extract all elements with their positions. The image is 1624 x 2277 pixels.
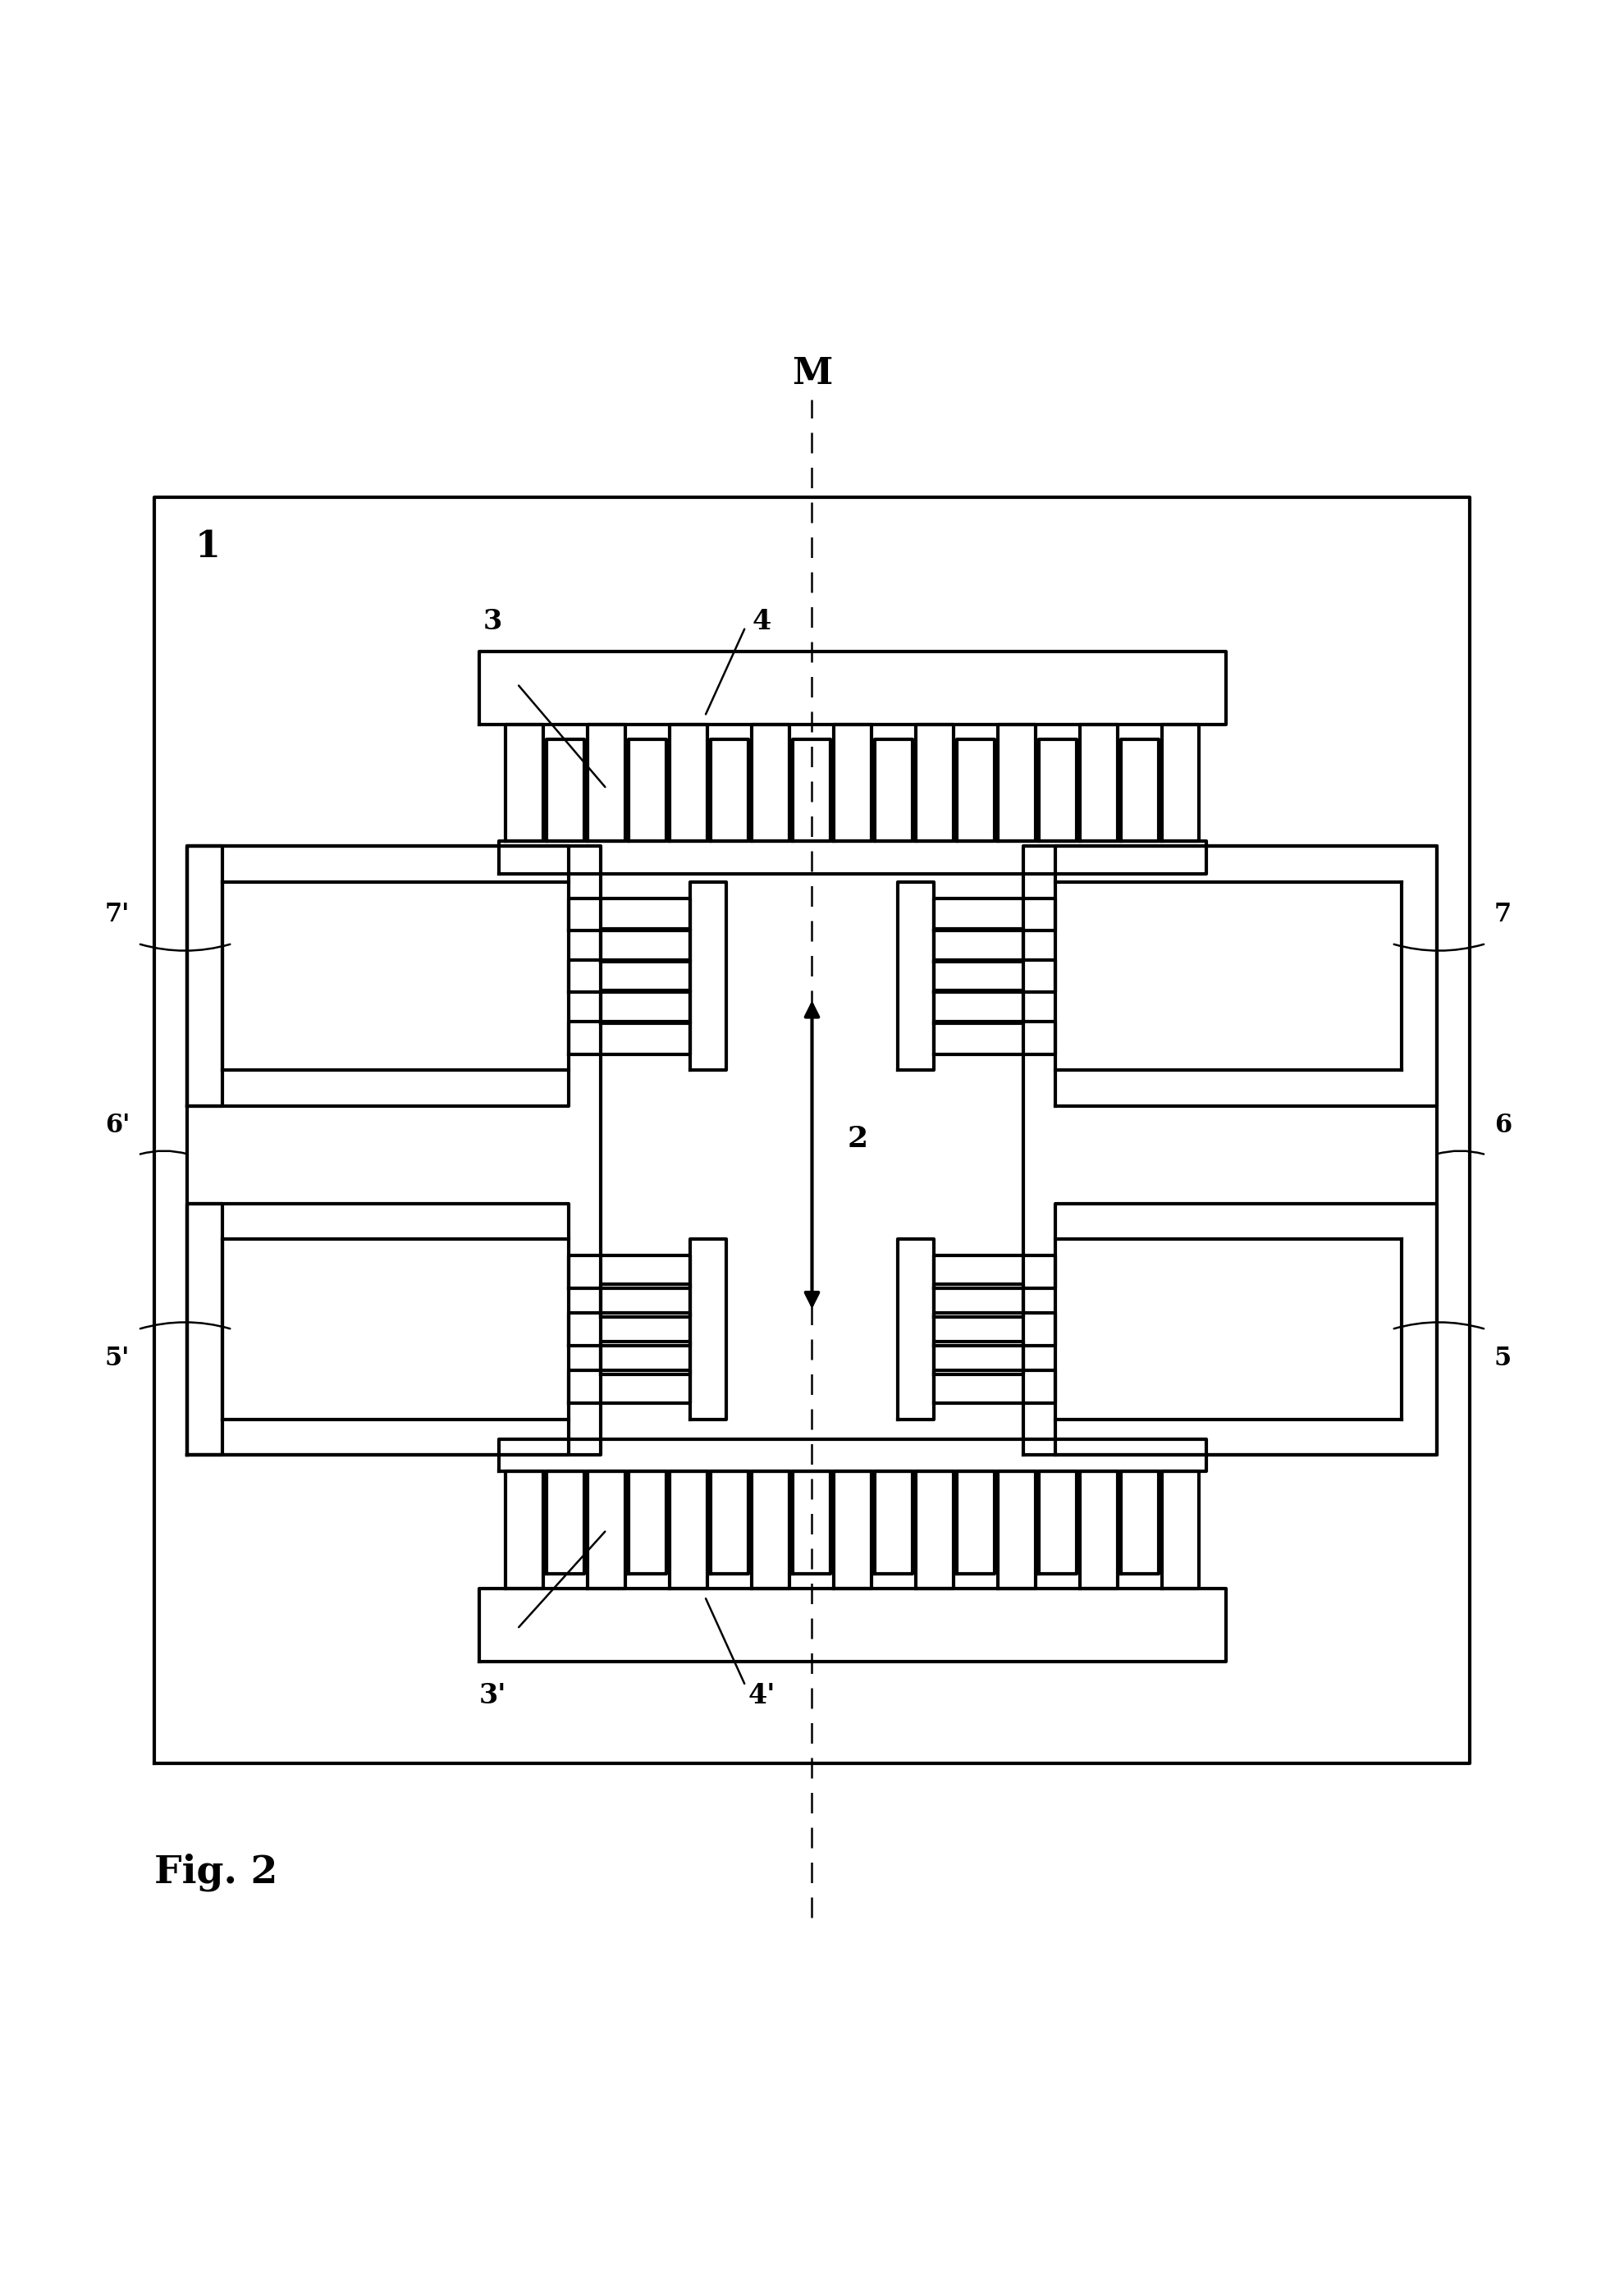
Text: 7': 7' bbox=[106, 902, 130, 927]
Text: 2: 2 bbox=[848, 1125, 869, 1152]
Text: 5': 5' bbox=[106, 1346, 130, 1371]
Text: Fig. 2: Fig. 2 bbox=[154, 1853, 278, 1892]
Text: 7: 7 bbox=[1494, 902, 1512, 927]
Text: 3: 3 bbox=[484, 608, 502, 635]
Text: 4': 4' bbox=[749, 1683, 775, 1710]
Text: 1: 1 bbox=[195, 531, 221, 565]
Text: 5: 5 bbox=[1494, 1346, 1512, 1371]
Text: M: M bbox=[793, 355, 831, 392]
Text: 6: 6 bbox=[1494, 1113, 1512, 1138]
Text: 6': 6' bbox=[106, 1113, 130, 1138]
Text: 4: 4 bbox=[752, 608, 771, 635]
Text: 3': 3' bbox=[479, 1683, 507, 1710]
